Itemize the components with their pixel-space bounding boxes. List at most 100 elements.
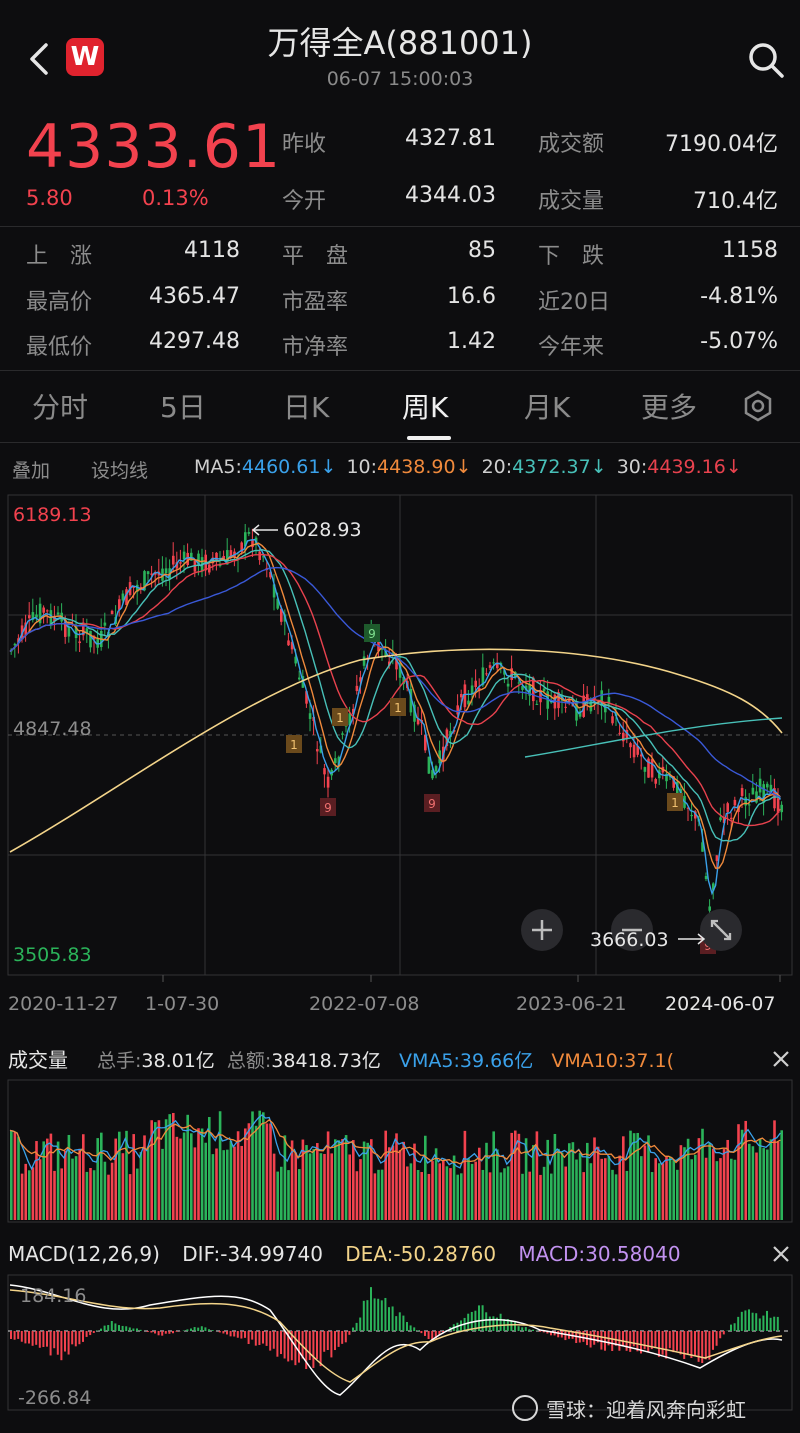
xueqiu-watermark: 雪球：迎着风奔向彩虹 <box>512 1394 746 1423</box>
tab-intraday[interactable]: 分时 <box>32 391 89 424</box>
volume-bar <box>359 1159 362 1220</box>
candle-body <box>179 562 182 564</box>
tab-weekly-k[interactable]: 周K <box>402 391 449 424</box>
candle-body <box>326 776 330 788</box>
volume-bar <box>550 1173 553 1220</box>
kline-chart[interactable]: 1 1 1 1 9 9 9 9 6189.13 4847.48 3505.83 … <box>0 490 800 1433</box>
candle-body <box>701 842 704 852</box>
candle-body <box>262 556 265 558</box>
volume-bar <box>542 1166 546 1220</box>
volume-bar <box>193 1147 197 1220</box>
macd-bar <box>280 1331 282 1355</box>
ma-line <box>9 538 782 896</box>
candle-body <box>240 542 243 552</box>
macd-bar <box>17 1331 20 1339</box>
volume-bar <box>312 1149 315 1220</box>
close-volume-panel-icon[interactable] <box>773 1051 789 1067</box>
volume-bar <box>265 1123 269 1220</box>
macd-bar <box>226 1331 228 1335</box>
volume-bar <box>470 1163 474 1220</box>
candle-body <box>733 799 737 806</box>
macd-bar <box>611 1331 614 1352</box>
volume-bar <box>100 1132 103 1220</box>
settings-icon[interactable] <box>740 388 776 424</box>
tab-more[interactable]: 更多 <box>641 391 698 424</box>
macd-bar <box>20 1331 23 1342</box>
macd-bar <box>654 1331 657 1348</box>
candle-body <box>287 640 290 646</box>
ma-line <box>9 542 781 869</box>
fullscreen-icon[interactable] <box>700 909 742 951</box>
macd-bar <box>254 1331 257 1346</box>
chevron-left-icon[interactable] <box>26 42 54 76</box>
candle-body <box>182 551 186 560</box>
macd-bar <box>161 1331 164 1336</box>
svg-text:1: 1 <box>394 701 402 715</box>
volume-bar <box>676 1169 679 1220</box>
turnover-value: 7190.04亿 <box>665 132 778 157</box>
macd-bar <box>172 1331 174 1334</box>
volume-bar <box>618 1155 621 1220</box>
volume-bar <box>708 1142 711 1220</box>
divider <box>0 226 800 227</box>
macd-bar <box>42 1331 45 1348</box>
candle-body <box>247 532 251 534</box>
volume-bar <box>719 1158 722 1220</box>
candle-body <box>197 553 200 565</box>
prev-close-label: 昨收 <box>282 132 327 157</box>
volume-bar <box>416 1170 420 1220</box>
x-axis-label: 1-07-30 <box>145 993 219 1015</box>
volume-bar <box>604 1158 607 1220</box>
volume-bar <box>474 1161 477 1220</box>
ma20-label: 20: <box>481 456 513 478</box>
macd-bar <box>146 1331 149 1333</box>
volume-bar <box>60 1168 63 1220</box>
tab-5day[interactable]: 5日 <box>160 391 206 424</box>
volume-bar <box>13 1132 17 1220</box>
volume-bar <box>42 1141 45 1220</box>
volume-bar <box>370 1139 373 1220</box>
moving-average-lines <box>9 538 783 896</box>
volume-bar <box>323 1153 326 1220</box>
price-change-pct: 0.13% <box>142 186 209 210</box>
macd-bar <box>190 1328 192 1331</box>
candle-body <box>517 682 521 684</box>
macd-bar <box>481 1305 484 1331</box>
volume-bar <box>139 1151 143 1220</box>
overlay-button[interactable]: 叠加 <box>12 460 51 482</box>
y-axis-top-label: 6189.13 <box>13 504 92 526</box>
macd-bar <box>244 1331 246 1338</box>
svg-text:9: 9 <box>428 797 436 811</box>
macd-bar <box>380 1300 383 1331</box>
zoom-in-button[interactable] <box>521 909 563 951</box>
macd-bar <box>650 1331 653 1350</box>
close-macd-panel-icon[interactable] <box>773 1246 789 1262</box>
candle-body <box>348 713 351 726</box>
candle-body <box>28 615 31 619</box>
macd-bar <box>733 1323 736 1331</box>
set-ma-button[interactable]: 设均线 <box>91 460 149 482</box>
volume-bar <box>67 1134 71 1220</box>
macd-bar <box>748 1309 750 1331</box>
volume-bar <box>395 1133 398 1220</box>
candle-body <box>341 733 344 735</box>
tab-monthly-k[interactable]: 月K <box>524 391 571 424</box>
volume-bar <box>398 1150 402 1220</box>
volume-bar <box>64 1150 67 1220</box>
macd-bar <box>136 1328 138 1331</box>
volume-bar <box>276 1171 279 1220</box>
candle-body <box>56 612 60 615</box>
tab-daily-k[interactable]: 日K <box>283 391 330 424</box>
macd-bar <box>229 1331 232 1337</box>
volume-bar <box>460 1173 463 1220</box>
volume-bar <box>503 1168 506 1220</box>
macd-bar <box>744 1310 747 1331</box>
macd-bar <box>269 1331 272 1351</box>
volume-bar <box>589 1163 593 1220</box>
search-icon[interactable] <box>746 40 786 80</box>
macd-bar <box>640 1331 642 1354</box>
macd-bar <box>416 1330 419 1331</box>
zoom-out-button[interactable] <box>611 909 653 951</box>
candle-body <box>359 677 362 682</box>
volume-bar <box>755 1152 758 1220</box>
